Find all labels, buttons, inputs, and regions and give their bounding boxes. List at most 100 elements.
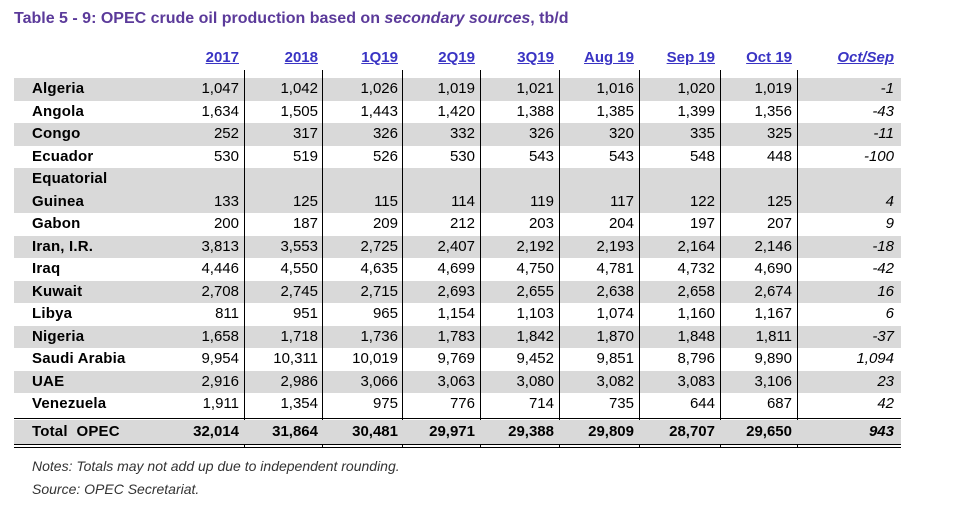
value-cell: 3,066 <box>360 372 398 390</box>
total-value-cell: 943 <box>868 422 894 440</box>
column-divider <box>639 70 640 448</box>
table-row: Nigeria 1,658 1,718 1,736 1,783 1,842 1,870 1,8… <box>14 325 901 348</box>
value-cell: 2,693 <box>437 282 475 300</box>
value-cell: 200 <box>213 215 239 232</box>
value-cell: 4,750 <box>516 260 554 277</box>
value-cell: 526 <box>372 147 398 165</box>
total-row: Total OPEC 32,014 31,864 30,481 29,971 29,388… <box>14 419 901 444</box>
value-cell: 4,699 <box>437 260 475 277</box>
total-value-cell: 29,388 <box>508 422 554 440</box>
value-cell: 9,890 <box>754 350 792 367</box>
value-cell: 1,399 <box>677 102 715 120</box>
value-cell: 2,638 <box>596 282 634 300</box>
table-bottom-line <box>14 446 901 448</box>
table-row: Libya 811 951 965 1,154 1,103 1,074 1,160 1,167 6 <box>14 303 901 326</box>
value-cell: 187 <box>292 215 318 232</box>
value-cell: 335 <box>689 125 715 142</box>
value-cell: 326 <box>528 125 554 142</box>
value-cell: 2,193 <box>596 237 634 255</box>
note-source: Source: OPEC Secretariat. <box>32 481 200 497</box>
table-row: Saudi Arabia 9,954 10,311 10,019 9,769 9,452 9… <box>14 348 901 371</box>
column-divider <box>480 70 481 448</box>
total-value-cell: 29,971 <box>429 422 475 440</box>
value-cell: 3,553 <box>280 237 318 255</box>
value-cell: 114 <box>451 192 475 210</box>
value-cell: 1,420 <box>437 102 475 120</box>
value-cell: -42 <box>872 260 894 277</box>
column-header-1q19: 1Q19 <box>361 49 398 66</box>
table-row: Algeria 1,047 1,042 1,026 1,019 1,021 1,016 1,0… <box>14 78 901 101</box>
value-cell: 1,811 <box>755 327 792 345</box>
value-cell: -11 <box>873 125 894 142</box>
value-cell: 9,851 <box>596 350 634 367</box>
table-bottom-line <box>14 443 901 445</box>
column-header-oct-19: Oct 19 <box>746 49 792 66</box>
value-cell: 543 <box>608 147 634 165</box>
total-value-cell: 29,809 <box>588 422 634 440</box>
value-cell: -43 <box>872 102 894 120</box>
value-cell: 1,103 <box>516 305 554 322</box>
column-header-aug-19: Aug 19 <box>583 49 634 66</box>
value-cell: 714 <box>528 395 554 412</box>
value-cell: 1,783 <box>437 327 475 345</box>
value-cell: 9,954 <box>201 350 239 367</box>
country-name: Kuwait <box>32 282 83 300</box>
table-row: Iran, I.R. 3,813 3,553 2,725 2,407 2,192 2,193… <box>14 235 901 258</box>
column-header-oct-sep: Oct/Sep <box>837 49 894 66</box>
value-cell: 2,192 <box>516 237 554 255</box>
value-cell: 209 <box>372 215 398 232</box>
value-cell: 776 <box>449 395 475 412</box>
value-cell: 1,167 <box>754 305 792 322</box>
value-cell: 117 <box>610 192 634 210</box>
value-cell: 951 <box>292 305 318 322</box>
value-cell: 1,870 <box>596 327 634 345</box>
value-cell: 3,082 <box>596 372 634 390</box>
total-value-cell: 29,650 <box>746 422 792 440</box>
value-cell: 3,080 <box>516 372 554 390</box>
value-cell: 1,019 <box>437 80 475 97</box>
table-row: Congo 252 317 326 332 326 320 335 325 -11 <box>14 123 901 146</box>
value-cell: 2,658 <box>677 282 715 300</box>
value-cell: 448 <box>766 147 792 165</box>
value-cell: 252 <box>213 125 239 142</box>
value-cell: 16 <box>877 282 894 300</box>
value-cell: 1,388 <box>516 102 554 120</box>
total-divider-line <box>14 417 901 419</box>
table-row: Equatorial Guinea 133 125 115 114 119 117 122 125… <box>14 168 901 213</box>
value-cell: 811 <box>215 305 239 322</box>
value-cell: 1,019 <box>754 80 792 97</box>
value-cell: 2,146 <box>754 237 792 255</box>
value-cell: -1 <box>880 80 894 97</box>
country-name: Venezuela <box>32 395 107 412</box>
value-cell: 1,911 <box>202 395 239 412</box>
value-cell: 2,916 <box>201 372 239 390</box>
column-header-3q19: 3Q19 <box>517 49 554 66</box>
value-cell: 1,094 <box>856 350 894 367</box>
value-cell: 4 <box>885 192 894 210</box>
country-name: Libya <box>32 305 73 322</box>
table-row: UAE 2,916 2,986 3,066 3,063 3,080 3,082 3,083 3,… <box>14 370 901 393</box>
value-cell: 548 <box>689 147 715 165</box>
value-cell: 23 <box>877 372 894 390</box>
note-rounding: Notes: Totals may not add up due to inde… <box>32 458 400 474</box>
value-cell: 3,083 <box>677 372 715 390</box>
column-header-2q19: 2Q19 <box>438 49 475 66</box>
value-cell: 1,026 <box>360 80 398 97</box>
table-row: Iraq 4,446 4,550 4,635 4,699 4,750 4,781 4,732 4… <box>14 258 901 281</box>
value-cell: 1,505 <box>280 102 318 120</box>
column-divider <box>244 70 245 448</box>
value-cell: 4,732 <box>677 260 715 277</box>
value-cell: 2,986 <box>280 372 318 390</box>
column-divider <box>720 70 721 448</box>
value-cell: 10,311 <box>273 350 318 367</box>
value-cell: 1,160 <box>677 305 715 322</box>
value-cell: 2,715 <box>360 282 398 300</box>
value-cell: 735 <box>608 395 634 412</box>
total-value-cell: 31,864 <box>272 422 318 440</box>
column-divider <box>797 70 798 448</box>
value-cell: 320 <box>608 125 634 142</box>
value-cell: 4,690 <box>754 260 792 277</box>
value-cell: 543 <box>528 147 554 165</box>
value-cell: 42 <box>877 395 894 412</box>
value-cell: 8,796 <box>677 350 715 367</box>
